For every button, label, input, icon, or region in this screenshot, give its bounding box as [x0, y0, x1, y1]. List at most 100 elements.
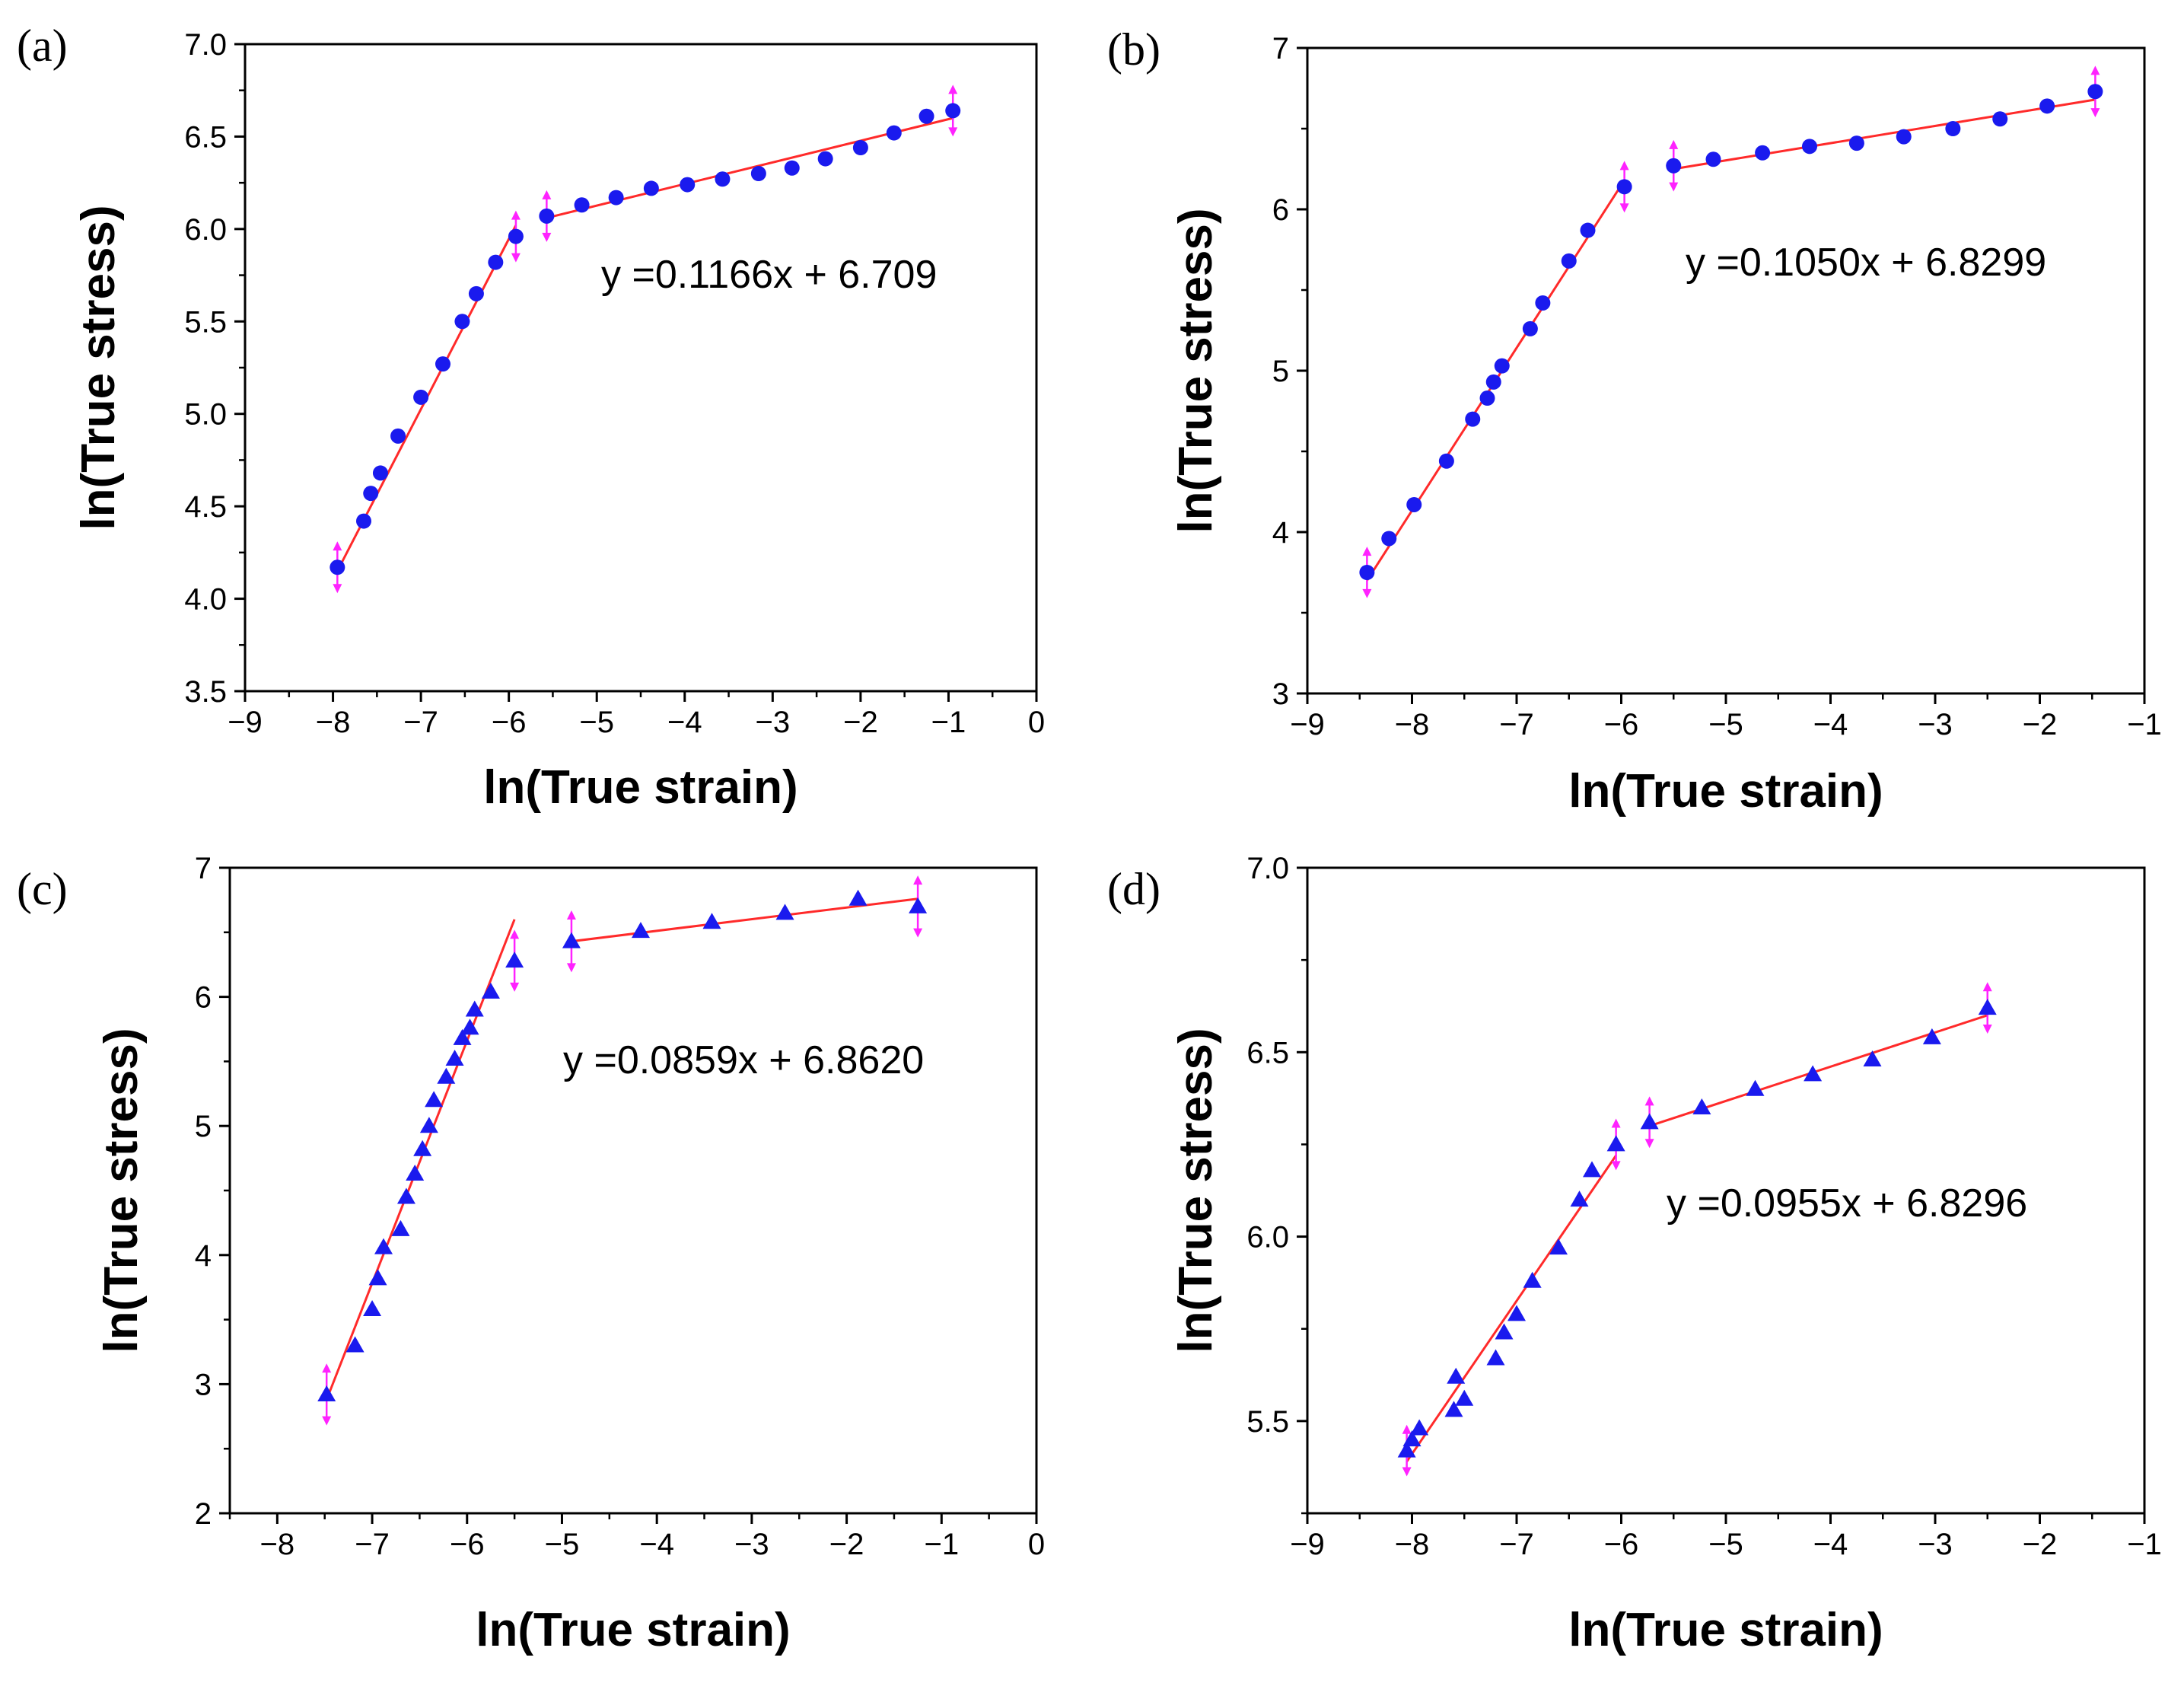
fit-equation: y =0.1166x + 6.709 — [601, 253, 937, 297]
x-axis-title: ln(True strain) — [1568, 1604, 1883, 1656]
data-point — [1455, 1389, 1474, 1406]
panel-b: (b) −9 −8 −7 −6 −5 −4 −3 −2 −1 3 4 5 6 7 y =0.1050x … — [1107, 24, 2162, 818]
y-tick-label: 5.0 — [184, 398, 227, 432]
data-point — [1381, 531, 1397, 547]
data-point — [1359, 565, 1375, 580]
x-tick-label: −5 — [1708, 1528, 1743, 1561]
data-point — [453, 1028, 472, 1045]
x-tick-label: −9 — [228, 706, 263, 739]
data-point — [715, 171, 731, 187]
x-axis-title: ln(True strain) — [476, 1604, 790, 1656]
data-point — [1465, 411, 1481, 427]
data-point — [1978, 999, 1997, 1015]
data-point — [1438, 453, 1454, 469]
data-point — [1705, 151, 1721, 167]
data-point — [1410, 1419, 1429, 1436]
x-tick-label: −5 — [579, 706, 614, 739]
data-point — [413, 1140, 432, 1156]
x-tick-label: −1 — [924, 1528, 959, 1561]
data-point — [372, 465, 388, 481]
x-tick-label: −1 — [2127, 708, 2162, 741]
x-tick-label: −2 — [2023, 1528, 2058, 1561]
data-point — [608, 190, 624, 206]
data-point — [505, 951, 524, 968]
data-point — [1535, 295, 1551, 311]
data-point — [852, 140, 868, 155]
data-point — [445, 1050, 464, 1066]
x-tick-label: −6 — [492, 706, 527, 739]
data-point — [406, 1164, 425, 1181]
data-point — [2087, 84, 2103, 100]
data-point — [1640, 1113, 1659, 1130]
data-point — [574, 197, 590, 213]
fit-equation: y =0.1050x + 6.8299 — [1686, 241, 2046, 285]
x-tick-label: −4 — [667, 706, 702, 739]
x-tick-label: −9 — [1290, 708, 1325, 741]
fit-equation: y =0.0955x + 6.8296 — [1667, 1181, 2027, 1226]
data-point — [363, 1300, 382, 1317]
y-tick-label: 7.0 — [1246, 852, 1289, 885]
data-point — [1523, 1271, 1542, 1288]
x-tick-label: −7 — [403, 706, 438, 739]
x-tick-label: −3 — [1918, 708, 1953, 741]
data-point — [356, 513, 371, 529]
x-tick-label: −9 — [1290, 1528, 1325, 1561]
data-point — [1561, 253, 1577, 269]
y-tick-label: 6 — [1272, 193, 1289, 227]
y-tick-label: 5.5 — [184, 305, 227, 339]
x-tick-label: 0 — [1028, 1528, 1045, 1561]
data-point — [1522, 320, 1538, 336]
panel-label: (a) — [17, 21, 68, 71]
x-axis-title: ln(True strain) — [1568, 765, 1883, 818]
data-point — [1494, 358, 1510, 374]
y-tick-label: 4.0 — [184, 583, 227, 617]
y-tick-label: 6.5 — [184, 120, 227, 154]
data-point — [317, 1385, 336, 1401]
panel-label: (b) — [1107, 24, 1160, 75]
data-point — [784, 160, 800, 176]
data-point — [481, 982, 500, 999]
data-point — [631, 922, 650, 939]
x-tick-label: −5 — [545, 1528, 580, 1561]
y-tick-label: 6.0 — [1246, 1221, 1289, 1254]
x-tick-label: −2 — [843, 706, 878, 739]
panel-a: (a) −9 −8 −7 −6 −5 −4 −3 −2 −1 0 3.5 4.0 4.5 5.0 5.5 6… — [17, 21, 1045, 814]
data-point — [1922, 1028, 1941, 1044]
fit-equation: y =0.0859x + 6.8620 — [563, 1038, 924, 1082]
x-tick-label: −4 — [639, 1528, 674, 1561]
data-point — [1616, 179, 1632, 195]
data-point — [1495, 1323, 1514, 1340]
y-tick-label: 6.5 — [1246, 1036, 1289, 1069]
data-point — [419, 1117, 438, 1133]
data-point — [1479, 390, 1495, 406]
data-point — [1570, 1191, 1589, 1207]
data-point — [1992, 111, 2008, 127]
data-point — [1406, 496, 1422, 512]
data-point — [702, 913, 721, 929]
y-axis-title: ln(True stress) — [72, 205, 125, 530]
y-tick-label: 5 — [1272, 355, 1289, 388]
data-point — [1485, 374, 1501, 390]
data-point — [643, 180, 659, 196]
y-tick-label: 7 — [1272, 32, 1289, 65]
x-tick-label: −7 — [355, 1528, 390, 1561]
fit-line — [325, 919, 516, 1401]
data-point — [750, 166, 766, 181]
data-point — [1755, 145, 1771, 161]
plot-frame — [1306, 46, 2146, 695]
data-point — [1507, 1305, 1526, 1321]
x-tick-label: −8 — [260, 1528, 295, 1561]
x-tick-label: −2 — [2023, 708, 2058, 741]
x-tick-label: −8 — [1395, 1528, 1430, 1561]
x-tick-label: −1 — [2127, 1528, 2162, 1561]
fit-line — [1673, 98, 2096, 171]
y-axis-title: ln(True stress) — [1170, 1028, 1222, 1353]
data-point — [909, 897, 928, 913]
x-tick-label: −6 — [1604, 1528, 1639, 1561]
y-tick-label: 7 — [195, 852, 212, 885]
data-point — [391, 1219, 410, 1236]
x-tick-label: −3 — [756, 706, 791, 739]
y-tick-label: 4 — [195, 1239, 212, 1273]
x-tick-label: −6 — [450, 1528, 485, 1561]
